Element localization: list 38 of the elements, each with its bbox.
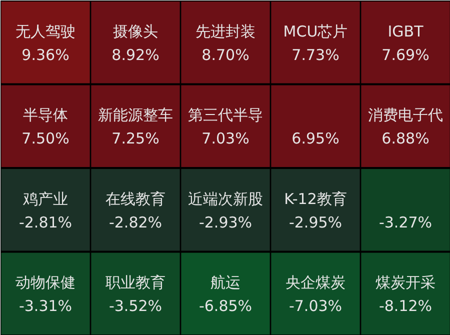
category-label: 近端次新股 bbox=[188, 190, 263, 208]
data-label: 7.73% bbox=[292, 46, 340, 64]
data-label: -3.31% bbox=[18, 297, 72, 316]
data-label: 9.36% bbox=[22, 46, 70, 64]
category-label: 航运 bbox=[210, 274, 240, 292]
category-label: 摄像头 bbox=[113, 22, 158, 40]
category-label: 消费电子代 bbox=[368, 106, 443, 124]
data-label: -2.81% bbox=[18, 213, 72, 232]
data-label: -2.93% bbox=[198, 213, 252, 232]
data-label: 6.95% bbox=[292, 130, 340, 148]
data-label: 8.70% bbox=[202, 46, 250, 64]
data-label: -3.52% bbox=[108, 297, 162, 316]
category-label: 半导体 bbox=[23, 106, 68, 124]
category-label: 央企煤炭 bbox=[286, 274, 346, 292]
category-label: 新能源整车 bbox=[98, 106, 173, 124]
category-label: 先进封装 bbox=[196, 22, 256, 40]
data-label: -3.27% bbox=[378, 213, 432, 232]
data-label: 7.03% bbox=[202, 130, 250, 148]
category-label: K-12教育 bbox=[284, 190, 347, 208]
category-label: MCU芯片 bbox=[283, 22, 348, 40]
category-label: 在线教育 bbox=[106, 190, 166, 208]
data-label: -6.85% bbox=[198, 297, 252, 316]
data-label: 7.25% bbox=[112, 130, 160, 148]
data-label: 8.92% bbox=[112, 46, 160, 64]
data-label: -8.12% bbox=[378, 297, 432, 316]
data-label: -2.95% bbox=[288, 213, 342, 232]
data-label: -7.03% bbox=[288, 297, 342, 316]
data-label: 7.69% bbox=[382, 46, 430, 64]
category-label: IGBT bbox=[388, 22, 424, 40]
data-label: 7.50% bbox=[22, 130, 70, 148]
category-label: 无人驾驶 bbox=[16, 22, 76, 40]
category-label: 鸡产业 bbox=[22, 190, 68, 208]
data-label: 6.88% bbox=[382, 130, 430, 148]
category-label: 煤炭开采 bbox=[376, 274, 436, 292]
category-label: 第三代半导 bbox=[188, 106, 263, 124]
data-label: -2.82% bbox=[108, 213, 162, 232]
category-label: 动物保健 bbox=[16, 274, 76, 292]
category-label: 职业教育 bbox=[106, 274, 166, 292]
